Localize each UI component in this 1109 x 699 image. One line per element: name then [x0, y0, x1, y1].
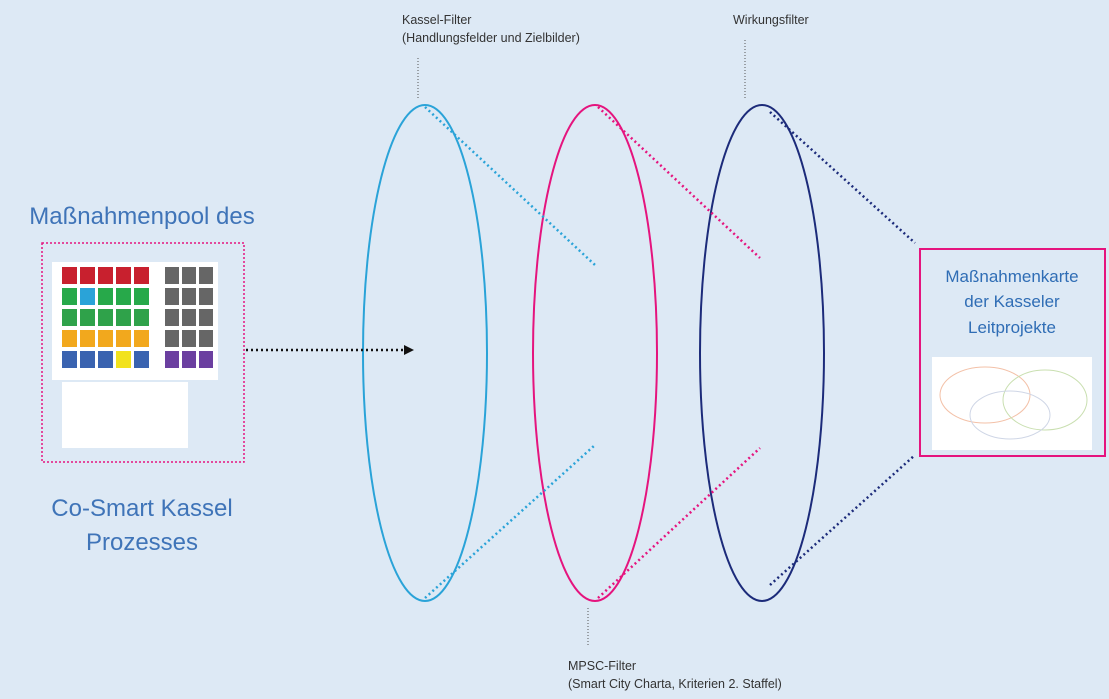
filter-label: (Smart City Charta, Kriterien 2. Staffel…: [568, 677, 782, 691]
thumbnail-cell: [199, 267, 213, 284]
funnel-lines: [424, 106, 916, 599]
result-title: der Kasseler: [964, 292, 1060, 311]
thumbnail-cell: [62, 267, 77, 284]
thumbnail-cell: [165, 267, 179, 284]
pool-title: Maßnahmenpool des: [29, 203, 254, 230]
thumbnail-cell: [80, 330, 95, 347]
thumbnail-cell: [62, 288, 77, 305]
thumbnail-cell: [182, 267, 196, 284]
thumbnail-cell: [182, 330, 196, 347]
thumb-shape: [1002, 369, 1088, 431]
thumbnail-cell: [182, 288, 196, 305]
thumbnail-cell: [98, 351, 113, 368]
thumbnail-cell: [199, 309, 213, 326]
filter-label: Kassel-Filter: [402, 13, 471, 27]
thumbnail-cell: [116, 330, 131, 347]
filter-ellipse: [699, 104, 825, 602]
thumbnail-cell: [165, 351, 179, 368]
thumbnail-cell: [98, 267, 113, 284]
thumbnail-cell: [80, 267, 95, 284]
pool-title: Prozesses: [86, 529, 198, 556]
filter-label: Wirkungsfilter: [733, 13, 809, 27]
thumbnail-cell: [62, 330, 77, 347]
thumbnail-cell: [80, 309, 95, 326]
result-title: Maßnahmenkarte: [945, 267, 1078, 286]
pool-title: Co-Smart Kassel: [51, 495, 232, 522]
thumbnail-cell: [98, 288, 113, 305]
filter-ellipse: [362, 104, 488, 602]
thumbnail-cell: [134, 288, 149, 305]
thumbnail-cell: [134, 351, 149, 368]
thumbnail-cell: [134, 330, 149, 347]
thumbnail-cell: [165, 330, 179, 347]
thumbnail-cell: [116, 309, 131, 326]
thumbnail-cell: [98, 309, 113, 326]
pool-thumbnail-2: [62, 382, 188, 448]
filter-label: MPSC-Filter: [568, 659, 636, 673]
thumbnail-cell: [116, 288, 131, 305]
thumbnail-cell: [98, 330, 113, 347]
result-thumbnail: [932, 357, 1092, 450]
thumbnail-cell: [116, 351, 131, 368]
thumbnail-cell: [134, 267, 149, 284]
thumbnail-cell: [199, 330, 213, 347]
thumb-shape: [969, 390, 1051, 440]
filter-label: (Handlungsfelder und Zielbilder): [402, 31, 580, 45]
arrowhead: [404, 345, 414, 355]
thumbnail-cell: [116, 267, 131, 284]
pool-box: [41, 242, 245, 463]
thumbnail-cell: [62, 309, 77, 326]
thumb-shape: [939, 366, 1031, 424]
thumbnail-cell: [182, 309, 196, 326]
filter-ellipse: [532, 104, 658, 602]
thumbnail-cell: [199, 351, 213, 368]
thumbnail-cell: [165, 288, 179, 305]
result-title: Leitprojekte: [968, 318, 1056, 337]
thumbnail-cell: [182, 351, 196, 368]
thumbnail-cell: [199, 288, 213, 305]
thumbnail-cell: [80, 351, 95, 368]
thumbnail-cell: [80, 288, 95, 305]
thumbnail-cell: [134, 309, 149, 326]
thumbnail-cell: [165, 309, 179, 326]
thumbnail-cell: [62, 351, 77, 368]
